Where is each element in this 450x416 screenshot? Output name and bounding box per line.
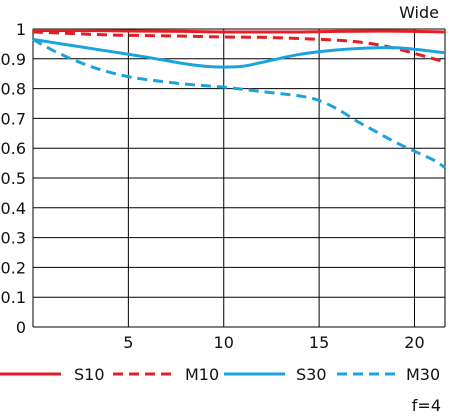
legend-label-m10: M10 — [185, 365, 219, 384]
y-tick-label: 0.1 — [1, 288, 26, 307]
chart-title: Wide — [399, 3, 439, 22]
grid — [32, 28, 446, 328]
legend: S10 M10 S30 M30 — [0, 365, 440, 384]
series-line-s10 — [32, 28, 446, 34]
x-tick-label: 5 — [123, 333, 133, 352]
y-tick-labels: 0 0.1 0.2 0.3 0.4 0.5 0.6 0.7 0.8 0.9 1 — [1, 20, 26, 337]
y-tick-label: 0.3 — [1, 229, 26, 248]
y-tick-label: 0.4 — [1, 199, 26, 218]
y-tick-label: 0.6 — [1, 139, 26, 158]
series-line-m10 — [32, 30, 446, 64]
y-tick-label: 1 — [16, 20, 26, 39]
y-tick-label: 0 — [16, 318, 26, 337]
y-tick-label: 0.9 — [1, 50, 26, 69]
y-tick-label: 0.8 — [1, 80, 26, 99]
series-line-s30 — [32, 37, 446, 69]
x-tick-label: 20 — [404, 333, 424, 352]
legend-label-s10: S10 — [74, 365, 105, 384]
legend-label-s30: S30 — [296, 365, 327, 384]
legend-label-m30: M30 — [406, 365, 440, 384]
x-tick-labels: 5 10 15 20 — [123, 333, 424, 352]
aperture-note: f=4 — [412, 396, 441, 415]
series-lines — [32, 28, 446, 169]
y-tick-label: 0.7 — [1, 109, 26, 128]
x-tick-label: 10 — [214, 333, 234, 352]
y-tick-label: 0.5 — [1, 169, 26, 188]
y-tick-label: 0.2 — [1, 258, 26, 277]
x-tick-label: 15 — [309, 333, 329, 352]
